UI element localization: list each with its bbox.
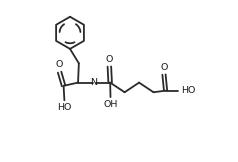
- Text: HO: HO: [181, 86, 195, 95]
- Text: OH: OH: [103, 100, 118, 109]
- Text: HO: HO: [57, 103, 72, 112]
- Text: O: O: [106, 55, 113, 64]
- Text: O: O: [55, 60, 63, 69]
- Text: O: O: [160, 63, 168, 72]
- Text: N: N: [91, 78, 98, 87]
